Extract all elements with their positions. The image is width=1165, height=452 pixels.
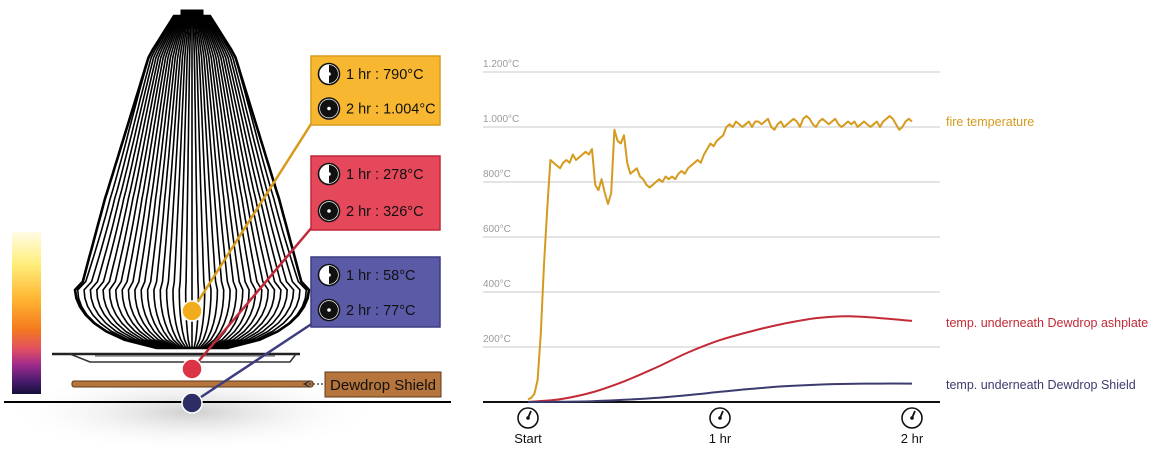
heat-color-scale xyxy=(12,232,41,394)
sensor-ashplate-dot xyxy=(181,358,203,380)
temperature-chart: 200°C 400°C 600°C 800°C 1.000°C 1.200°C Start 1… xyxy=(483,59,1148,446)
callout-ashplate: 1 hr : 278°C 2 hr : 326°C xyxy=(181,155,441,380)
timer-icon xyxy=(317,97,341,120)
y-tick-label: 1.200°C xyxy=(483,59,519,70)
callout-fire-reading-1: 1 hr : 790°C xyxy=(346,67,424,83)
y-tick-label: 200°C xyxy=(483,334,511,345)
y-tick-label: 800°C xyxy=(483,169,511,180)
x-tick-label: 1 hr xyxy=(709,431,732,446)
series-label-2: temp. underneath Dewdrop ashplate xyxy=(946,316,1148,330)
callout-shield-reading-2: 2 hr : 77°C xyxy=(346,303,415,319)
y-tick-label: 400°C xyxy=(483,279,511,290)
dewdrop-shield-plate xyxy=(71,380,314,388)
series-label-3: temp. underneath Dewdrop Shield xyxy=(946,378,1136,392)
pear-fire-basket-icon xyxy=(73,9,311,350)
callout-ashplate-leader xyxy=(191,225,314,370)
series-line-3 xyxy=(527,382,913,403)
y-tick-label: 600°C xyxy=(483,224,511,235)
sensor-fire-dot xyxy=(181,300,203,322)
callout-fire-leader xyxy=(190,120,315,312)
sensor-shield-dot xyxy=(181,392,203,414)
callout-shield: 1 hr : 58°C 2 hr : 77°C xyxy=(181,256,441,414)
callout-ashplate-reading-2: 2 hr : 326°C xyxy=(346,204,424,220)
callout-shield-leader xyxy=(191,321,314,405)
dewdrop-shield-label-box xyxy=(324,371,442,398)
callout-fire: 1 hr : 790°C 2 hr : 1.004°C xyxy=(181,55,441,322)
callout-fire-reading-2: 2 hr : 1.004°C xyxy=(346,102,436,118)
shield-label-arrowhead xyxy=(302,380,311,388)
dewdrop-shield-label: Dewdrop Shield xyxy=(330,377,436,394)
timer-icon xyxy=(317,298,341,322)
x-tick-label: 2 hr xyxy=(901,431,924,446)
x-tick-timer-icon xyxy=(709,407,731,429)
series-line-2 xyxy=(527,315,913,403)
timer-icon xyxy=(317,162,341,186)
callout-ashplate-reading-1: 1 hr : 278°C xyxy=(346,167,424,183)
timer-icon xyxy=(317,199,341,223)
series-line-1 xyxy=(527,115,913,401)
timer-icon xyxy=(317,263,341,287)
series-label-1: fire temperature xyxy=(946,115,1034,129)
callout-shield-reading-1: 1 hr : 58°C xyxy=(346,268,415,284)
x-tick-label: Start xyxy=(514,431,542,446)
timer-icon xyxy=(317,62,341,86)
x-tick-timer-icon xyxy=(517,407,539,429)
y-tick-label: 1.000°C xyxy=(483,114,519,125)
x-tick-timer-icon xyxy=(901,407,923,429)
